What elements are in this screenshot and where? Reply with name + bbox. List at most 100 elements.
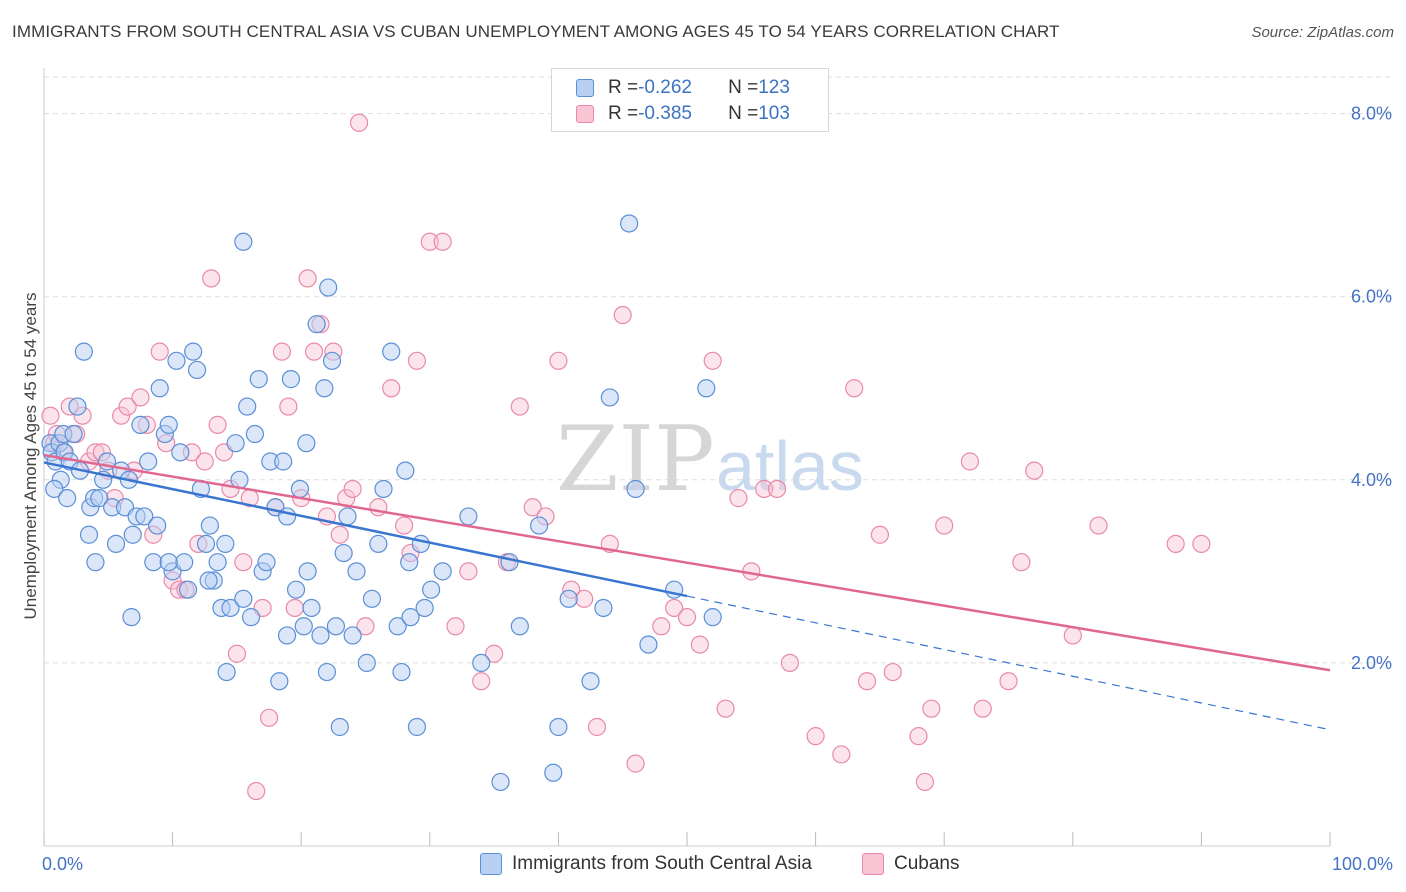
south-central-asia-point	[411, 534, 430, 553]
south-central-asia-point	[122, 608, 141, 627]
cubans-point	[665, 598, 684, 618]
cubans-point	[259, 708, 279, 727]
cubans-point	[459, 562, 478, 581]
cubans-point	[883, 662, 902, 682]
south-central-asia-point	[491, 772, 510, 792]
y-axis-label: Unemployment Among Ages 45 to 54 years	[21, 293, 40, 620]
bottom-legend-south-central-asia: Immigrants from South Central Asia	[480, 851, 812, 877]
south-central-asia-point	[123, 525, 142, 544]
cubans-point	[549, 351, 568, 370]
south-central-asia-point	[290, 479, 310, 499]
legend-n-value: 123	[758, 77, 790, 98]
cubans-point	[227, 644, 246, 663]
cubans-point	[626, 754, 645, 773]
south-central-asia-trendline-extension	[686, 595, 1331, 731]
south-central-asia-point	[208, 553, 227, 572]
cubans-point	[272, 342, 292, 361]
south-central-asia-point	[433, 562, 452, 581]
south-central-asia-point	[131, 415, 150, 434]
legend-r-value: -0.385	[638, 103, 692, 124]
south-central-asia-point	[234, 589, 253, 608]
legend-row-south-central-asia: R = -0.262 N = 123	[576, 76, 790, 100]
south-central-asia-point	[184, 342, 203, 361]
bottom-legend-cubans: Cubans	[862, 851, 960, 877]
cubans-point	[510, 397, 529, 416]
cubans-point	[755, 479, 774, 499]
cubans-point	[330, 525, 349, 544]
cubans-point	[472, 672, 491, 691]
cubans-point	[131, 388, 150, 407]
south-central-asia-point	[500, 553, 519, 572]
cubans-point	[1166, 534, 1185, 553]
south-central-asia-point	[221, 598, 240, 618]
cubans-point	[677, 608, 697, 627]
south-central-asia-point	[58, 489, 77, 508]
south-central-asia-point	[600, 388, 619, 407]
south-central-asia-point	[421, 580, 441, 599]
south-central-asia-trendline	[43, 461, 688, 598]
south-central-asia-point	[334, 543, 353, 563]
south-central-asia-point	[347, 562, 366, 581]
legend-r-label: R =	[608, 103, 639, 124]
south-central-asia-point	[79, 525, 99, 544]
bottom-legend-swatch-pink	[862, 853, 884, 875]
legend-r-value: -0.262	[638, 77, 692, 98]
south-central-asia-point	[150, 379, 169, 398]
cubans-point	[1012, 553, 1031, 572]
cubans-point	[234, 553, 253, 572]
south-central-asia-point	[139, 452, 158, 471]
south-central-asia-point	[357, 653, 376, 673]
legend-swatch-pink	[576, 105, 594, 123]
south-central-asia-point	[322, 351, 342, 370]
y-tick-label: 4.0%	[1351, 470, 1392, 490]
correlation-legend: R = -0.262 N = 123 R = -0.385 N = 103	[551, 68, 829, 132]
south-central-asia-point	[148, 516, 167, 535]
south-central-asia-point	[200, 516, 219, 535]
cubans-point	[208, 415, 227, 434]
south-central-asia-point	[343, 626, 362, 645]
cubans-point	[433, 232, 452, 251]
south-central-asia-point	[581, 672, 600, 691]
south-central-asia-point	[697, 379, 716, 398]
south-central-asia-point	[68, 397, 87, 416]
cubans-point	[915, 772, 935, 792]
south-central-asia-point	[374, 479, 393, 499]
south-central-asia-point	[549, 717, 568, 737]
south-central-asia-point	[594, 598, 613, 618]
cubans-point	[118, 397, 137, 416]
south-central-asia-point	[319, 278, 338, 297]
cubans-point	[832, 745, 851, 764]
cubans-point	[575, 589, 594, 608]
cubans-point	[1063, 626, 1082, 645]
south-central-asia-point	[234, 232, 253, 251]
south-central-asia-point	[159, 415, 178, 434]
cubans-point	[41, 406, 60, 425]
south-central-asia-point	[74, 342, 93, 361]
cubans-point	[870, 525, 890, 544]
south-central-asia-point	[249, 370, 268, 389]
cubans-point	[935, 516, 954, 535]
south-central-asia-point	[415, 598, 434, 618]
watermark-atlas: atlas	[716, 427, 864, 505]
south-central-asia-point	[298, 562, 317, 581]
south-central-asia-point	[307, 315, 326, 334]
cubans-point	[613, 305, 632, 325]
cubans-point	[523, 498, 542, 517]
south-central-asia-point	[703, 608, 722, 627]
south-central-asia-point	[45, 479, 64, 499]
south-central-asia-point	[459, 507, 478, 526]
south-central-asia-point	[171, 443, 190, 462]
cubans-point	[446, 617, 465, 636]
south-central-asia-point	[472, 653, 491, 673]
south-central-asia-point	[626, 479, 645, 499]
south-central-asia-point	[196, 534, 216, 553]
legend-n-label: N =	[728, 77, 759, 98]
cubans-point	[999, 672, 1018, 691]
south-central-asia-point	[382, 342, 401, 361]
south-central-asia-point	[199, 571, 218, 590]
cubans-point	[652, 617, 671, 636]
south-central-asia-point	[302, 598, 321, 618]
south-central-asia-point	[86, 553, 105, 572]
cubans-point	[343, 479, 362, 499]
legend-n-value: 103	[758, 103, 790, 124]
